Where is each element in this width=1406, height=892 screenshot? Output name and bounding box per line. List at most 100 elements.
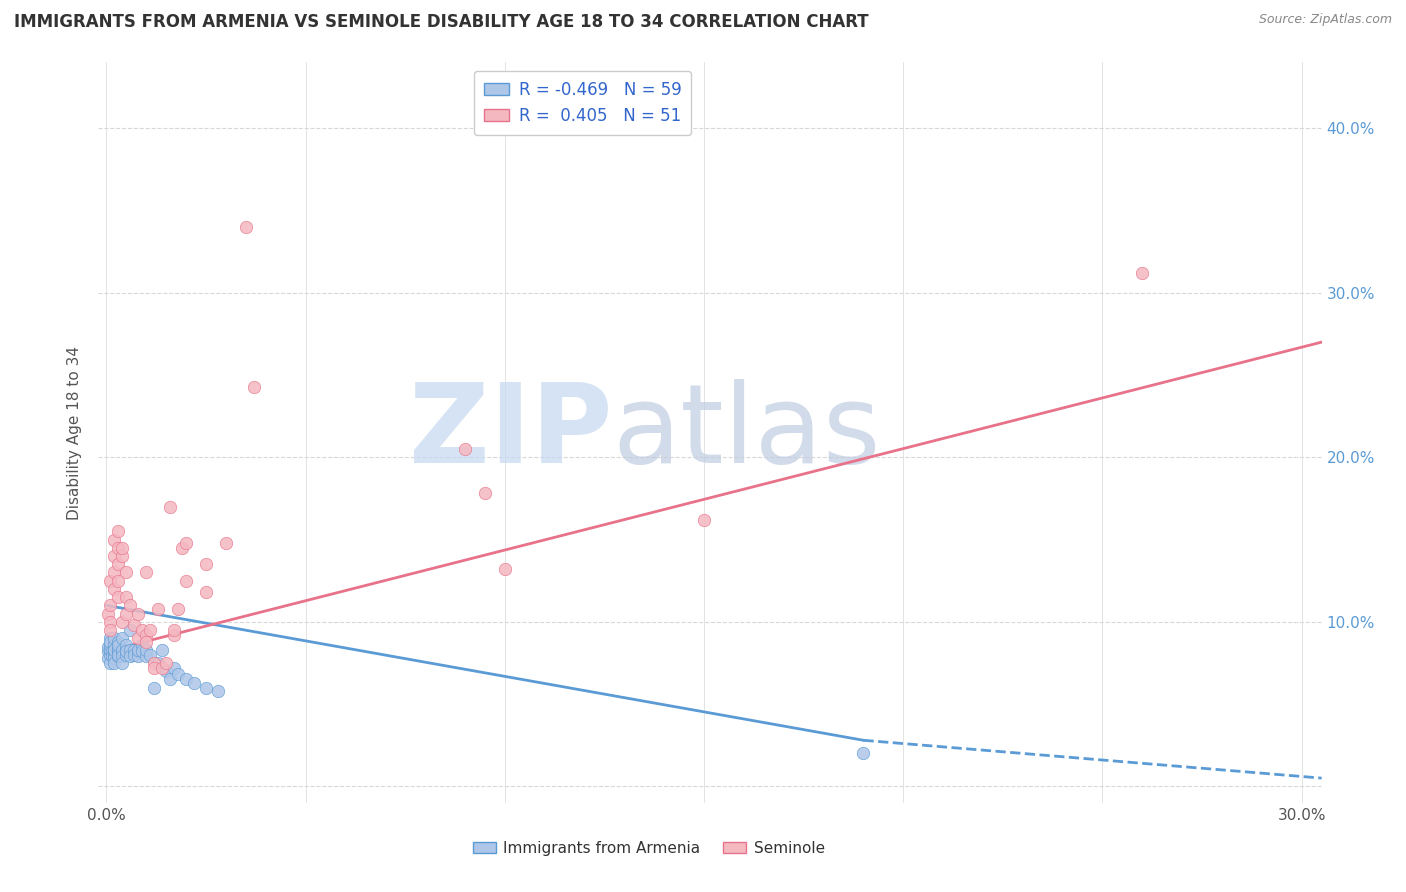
Y-axis label: Disability Age 18 to 34: Disability Age 18 to 34 xyxy=(67,345,83,520)
Point xyxy=(115,607,138,621)
Point xyxy=(97,651,120,665)
Text: Source: ZipAtlas.com: Source: ZipAtlas.com xyxy=(1258,13,1392,27)
Point xyxy=(163,628,186,642)
Point xyxy=(183,675,205,690)
Point xyxy=(174,574,197,588)
Legend: Immigrants from Armenia, Seminole: Immigrants from Armenia, Seminole xyxy=(467,835,831,862)
Point xyxy=(143,681,166,695)
Point xyxy=(195,558,218,572)
Point xyxy=(172,541,194,555)
Point xyxy=(127,644,149,658)
Point xyxy=(101,649,124,664)
Point xyxy=(155,656,177,670)
Point xyxy=(139,648,162,662)
Point xyxy=(135,649,157,664)
Point xyxy=(100,656,122,670)
Point xyxy=(100,615,122,629)
Point xyxy=(111,642,134,657)
Point xyxy=(150,661,173,675)
Point xyxy=(100,638,122,652)
Point xyxy=(120,642,142,657)
Point xyxy=(100,623,122,637)
Point xyxy=(131,644,153,658)
Point xyxy=(107,644,129,658)
Point xyxy=(243,379,266,393)
Point xyxy=(103,582,125,596)
Point xyxy=(150,642,173,657)
Point xyxy=(107,634,129,648)
Point xyxy=(107,648,129,662)
Point xyxy=(693,513,716,527)
Point xyxy=(107,649,129,664)
Point xyxy=(474,486,496,500)
Point xyxy=(103,632,125,646)
Text: ZIP: ZIP xyxy=(409,379,612,486)
Point xyxy=(107,642,129,657)
Point xyxy=(120,599,142,613)
Point xyxy=(167,601,190,615)
Point xyxy=(115,644,138,658)
Point xyxy=(111,649,134,664)
Point xyxy=(107,640,129,654)
Point xyxy=(98,632,121,646)
Point xyxy=(107,541,129,555)
Point xyxy=(163,661,186,675)
Text: atlas: atlas xyxy=(612,379,880,486)
Point xyxy=(115,566,138,580)
Point xyxy=(143,661,166,675)
Point xyxy=(148,656,170,670)
Point xyxy=(100,648,122,662)
Point xyxy=(124,642,146,657)
Point xyxy=(97,607,120,621)
Point xyxy=(1130,266,1153,280)
Point xyxy=(135,628,157,642)
Point xyxy=(107,558,129,572)
Point xyxy=(494,562,516,576)
Point xyxy=(115,638,138,652)
Point xyxy=(103,642,125,657)
Point xyxy=(127,607,149,621)
Point xyxy=(135,642,157,657)
Point xyxy=(103,656,125,670)
Point xyxy=(103,648,125,662)
Point xyxy=(111,656,134,670)
Point xyxy=(97,644,120,658)
Point xyxy=(120,623,142,637)
Point xyxy=(131,623,153,637)
Point xyxy=(103,642,125,657)
Point xyxy=(127,632,149,646)
Point xyxy=(454,442,477,456)
Point xyxy=(163,623,186,637)
Point xyxy=(148,601,170,615)
Point xyxy=(103,638,125,652)
Point xyxy=(103,651,125,665)
Point xyxy=(115,648,138,662)
Point xyxy=(155,664,177,678)
Point xyxy=(207,684,229,698)
Point xyxy=(107,638,129,652)
Point xyxy=(195,681,218,695)
Point xyxy=(174,536,197,550)
Point xyxy=(107,574,129,588)
Point xyxy=(139,623,162,637)
Point xyxy=(103,549,125,563)
Point xyxy=(131,638,153,652)
Point xyxy=(111,632,134,646)
Point xyxy=(159,673,181,687)
Point xyxy=(111,615,134,629)
Point xyxy=(159,500,181,514)
Text: IMMIGRANTS FROM ARMENIA VS SEMINOLE DISABILITY AGE 18 TO 34 CORRELATION CHART: IMMIGRANTS FROM ARMENIA VS SEMINOLE DISA… xyxy=(14,13,869,31)
Point xyxy=(97,640,120,654)
Point xyxy=(111,541,134,555)
Point xyxy=(115,642,138,657)
Point xyxy=(143,656,166,670)
Point xyxy=(107,590,129,604)
Point xyxy=(111,549,134,563)
Point xyxy=(167,667,190,681)
Point xyxy=(174,673,197,687)
Point xyxy=(135,634,157,648)
Point xyxy=(235,219,257,234)
Point xyxy=(103,533,125,547)
Point xyxy=(100,642,122,657)
Point xyxy=(100,599,122,613)
